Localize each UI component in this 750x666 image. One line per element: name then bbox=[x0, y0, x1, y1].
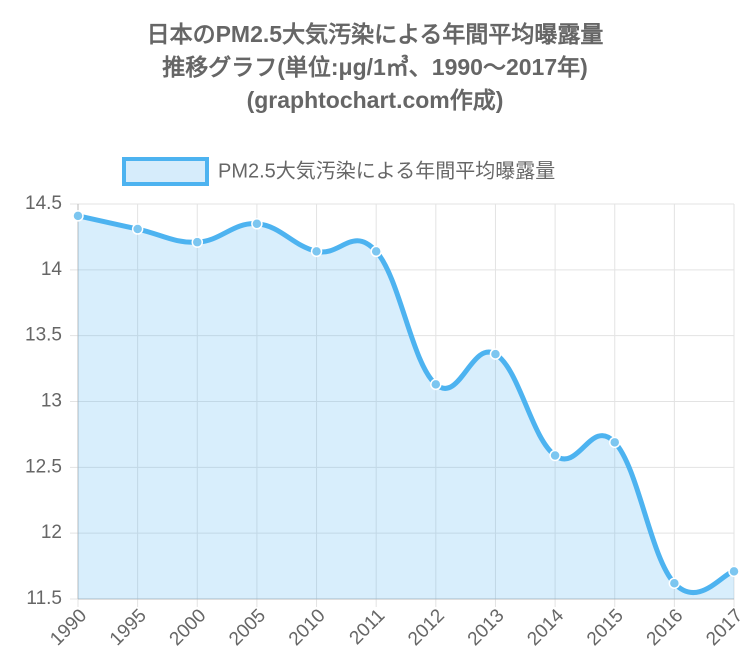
point bbox=[489, 348, 502, 360]
y-tick-label: 11.5 bbox=[26, 588, 62, 609]
x-tick-label: 2010 bbox=[285, 605, 330, 650]
point bbox=[549, 449, 561, 462]
x-tick-label: 2012 bbox=[404, 605, 449, 650]
chart-title: 日本のPM2.5大気汚染による年間平均曝露量 bbox=[147, 21, 604, 47]
x-tick-label: 1990 bbox=[46, 605, 91, 650]
point bbox=[430, 378, 442, 391]
chart-title: (graphtochart.com作成) bbox=[247, 87, 504, 113]
point bbox=[72, 210, 84, 222]
x-tick-label: 2016 bbox=[643, 605, 688, 650]
x-tick-label: 2015 bbox=[583, 605, 628, 650]
y-tick-label: 12.5 bbox=[25, 456, 62, 477]
point bbox=[310, 245, 323, 258]
x-tick-label: 2005 bbox=[225, 605, 270, 650]
area bbox=[78, 215, 734, 599]
point bbox=[131, 223, 144, 235]
x-tick-label: 2011 bbox=[346, 605, 390, 649]
x-tick-label: 2013 bbox=[464, 605, 509, 650]
point bbox=[251, 218, 263, 230]
x-tick-label: 2017 bbox=[702, 605, 747, 650]
x-tick-label: 2000 bbox=[166, 605, 211, 650]
chart-title: 推移グラフ(単位:μg/1㎥、1990〜2017年) bbox=[162, 54, 588, 80]
point bbox=[370, 245, 382, 258]
y-tick-label: 13 bbox=[41, 391, 62, 412]
y-tick-label: 14 bbox=[41, 259, 63, 280]
y-tick-label: 14.5 bbox=[25, 193, 62, 214]
legend-swatch bbox=[122, 157, 209, 186]
point bbox=[191, 236, 204, 248]
point bbox=[608, 436, 621, 449]
point bbox=[728, 565, 740, 578]
x-tick-label: 2014 bbox=[523, 605, 568, 650]
legend-label: PM2.5大気汚染による年間平均曝露量 bbox=[218, 159, 555, 182]
y-tick-label: 12 bbox=[41, 522, 62, 543]
x-tick-label: 1995 bbox=[106, 605, 151, 650]
y-tick-label: 13.5 bbox=[25, 325, 62, 346]
point bbox=[668, 577, 681, 589]
